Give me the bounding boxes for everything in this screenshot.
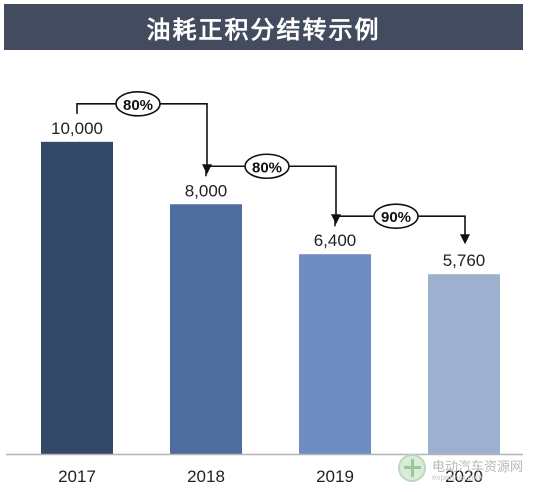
x-tick-label-2018: 2018	[187, 467, 225, 486]
watermark-logo-icon	[398, 454, 426, 482]
bar-2017	[41, 141, 113, 454]
watermark-name: 电动汽车资源网	[432, 460, 524, 475]
bar-2020	[428, 274, 500, 454]
chart-title: 油耗正积分结转示例	[4, 4, 523, 50]
value-label-2020: 5,760	[443, 251, 486, 270]
watermark-url: evpartner.com	[432, 473, 483, 482]
watermark: 电动汽车资源网 evpartner.com	[398, 448, 536, 488]
annotation-badge-3	[373, 203, 419, 230]
annotation-badge-2	[244, 153, 290, 180]
bar-2018	[170, 204, 242, 454]
bar-2019	[299, 254, 371, 454]
annotation-badge-1	[115, 91, 161, 117]
value-label-2017: 10,000	[51, 119, 103, 138]
x-tick-label-2017: 2017	[58, 467, 96, 486]
annotation-label-2: 80%	[252, 159, 282, 176]
value-label-2018: 8,000	[185, 181, 228, 200]
annotation-label-3: 90%	[381, 209, 411, 226]
annotation-arrowhead-3	[460, 234, 470, 245]
x-tick-label-2019: 2019	[316, 467, 354, 486]
x-tick-label-2020: 2020	[445, 467, 483, 486]
value-label-2019: 6,400	[314, 231, 357, 250]
annotation-label-1: 80%	[123, 97, 153, 114]
